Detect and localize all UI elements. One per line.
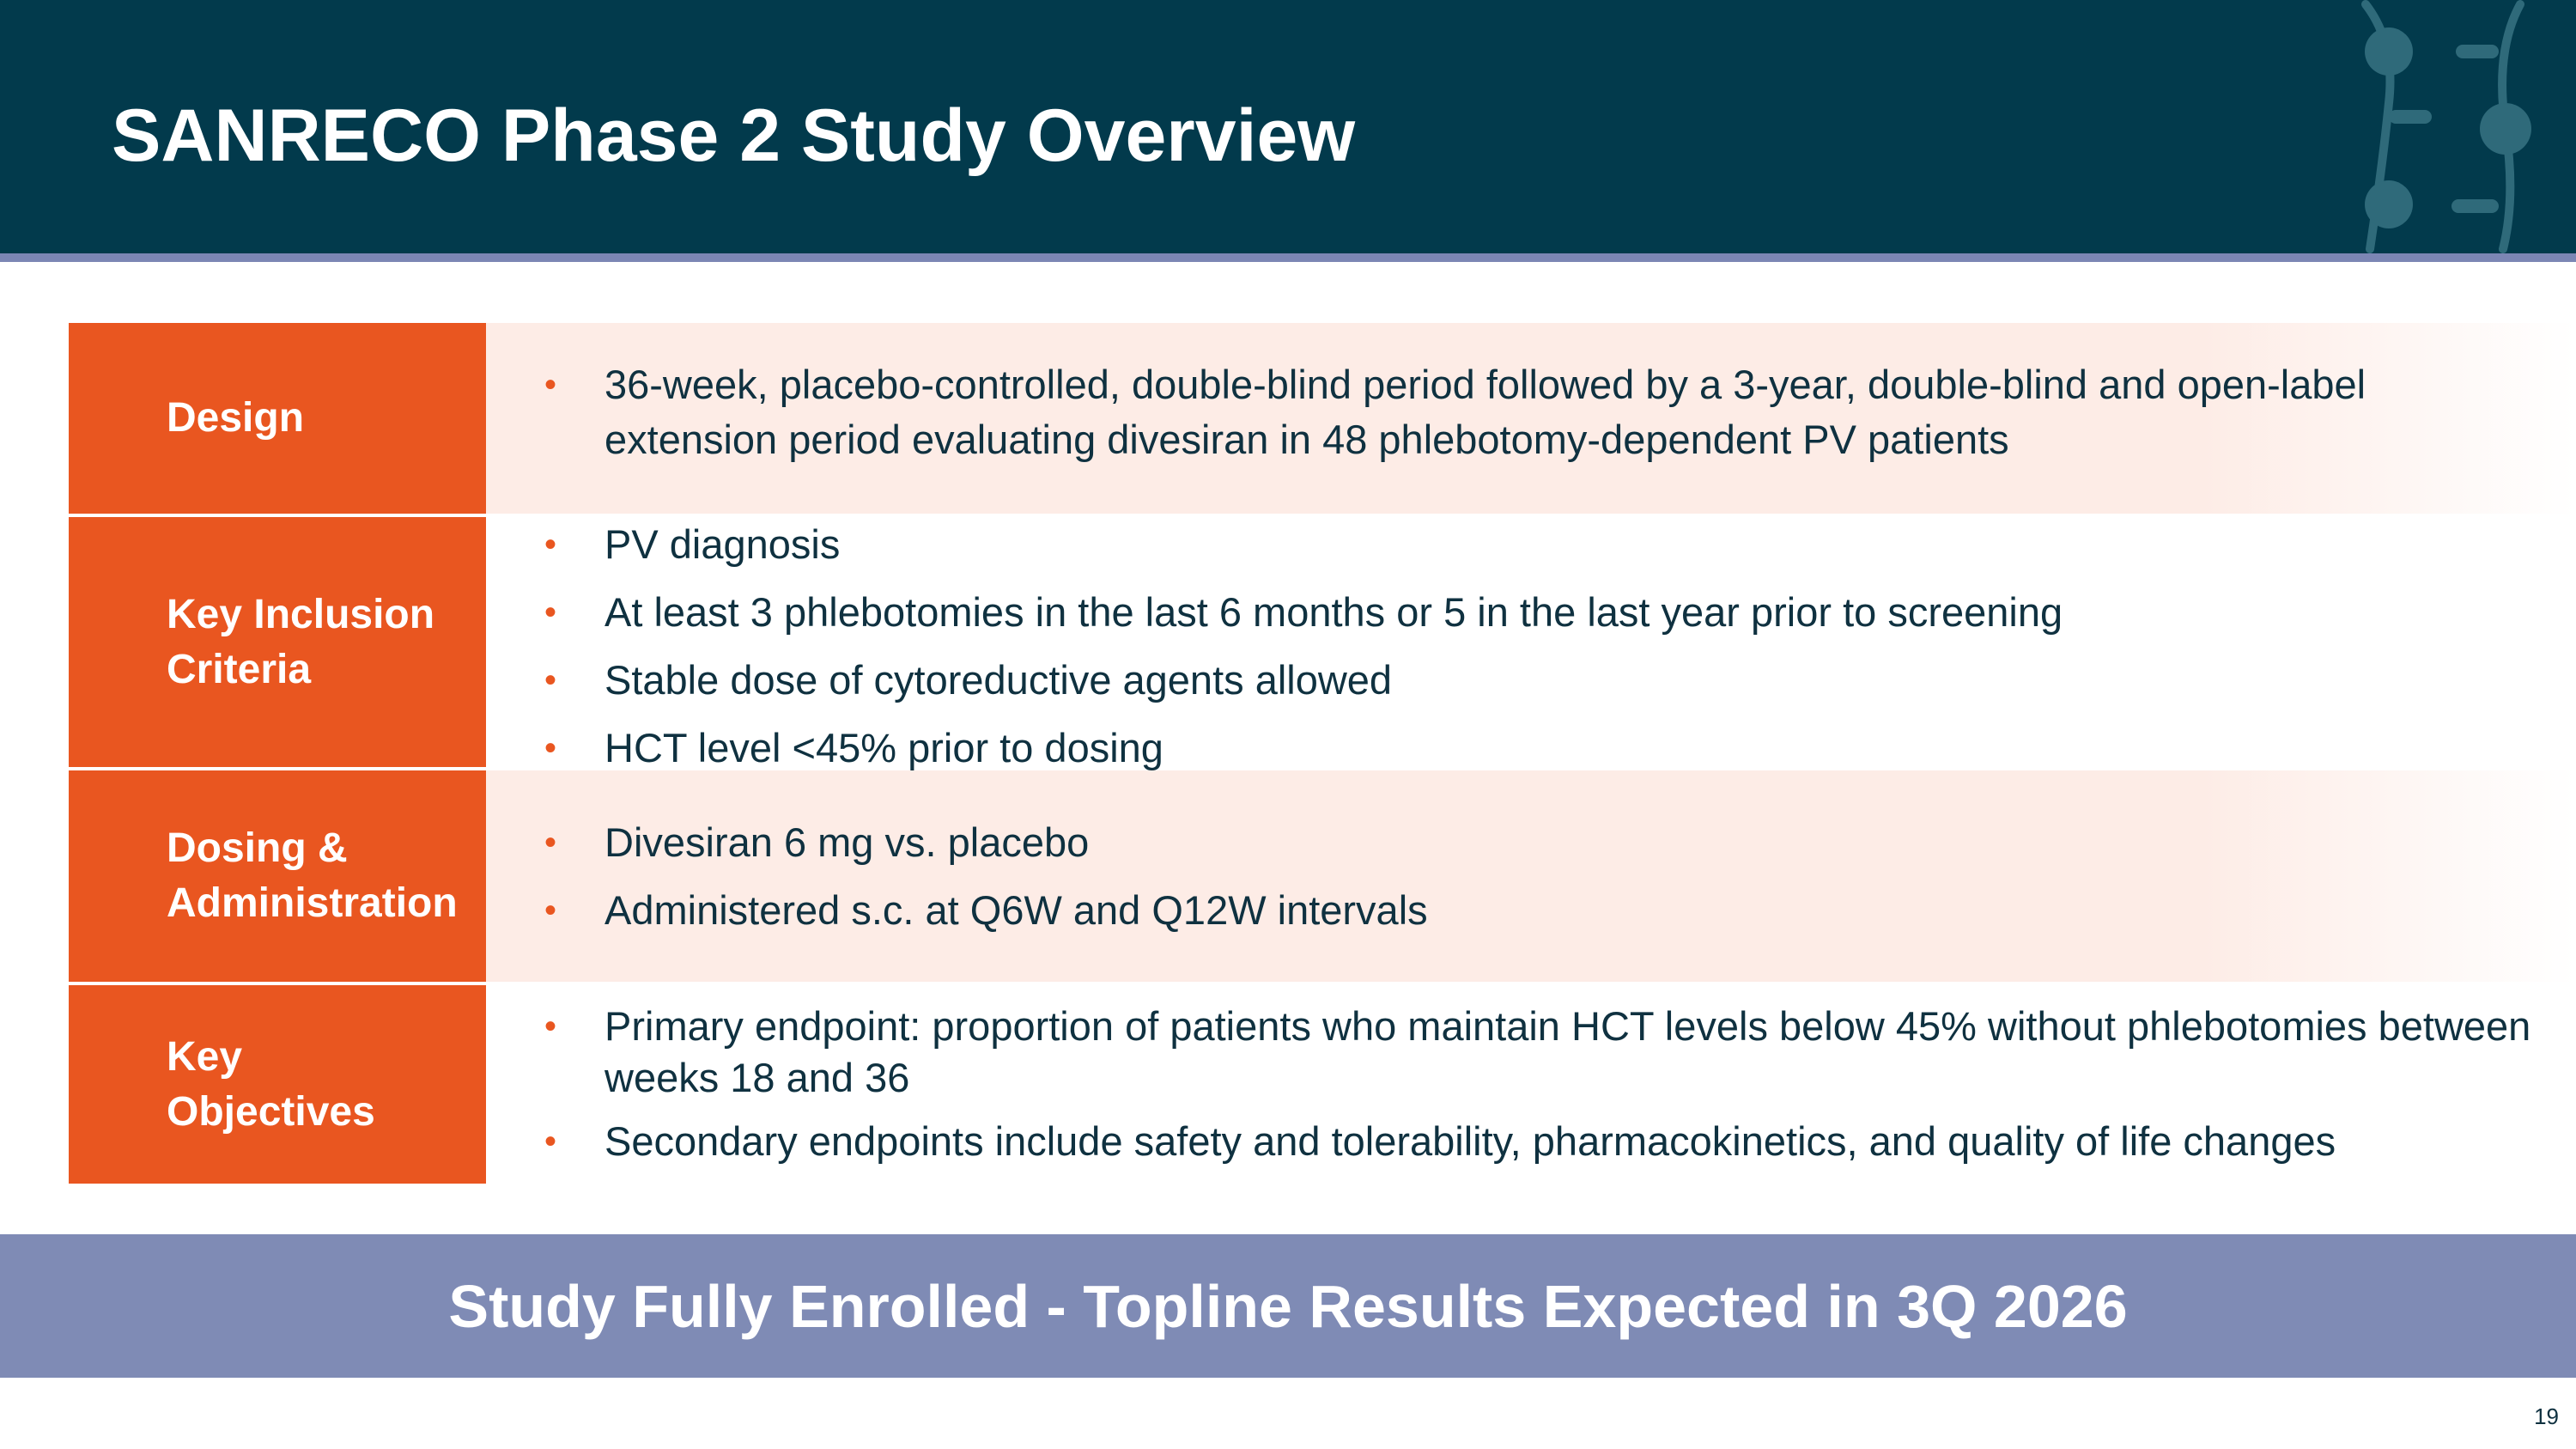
bullet-item: • Divesiran 6 mg vs. placebo: [486, 815, 2576, 870]
bullet-text: Secondary endpoints include safety and t…: [605, 1118, 2336, 1164]
bullet-text: HCT level <45% prior to dosing: [605, 725, 1163, 770]
bullet-item: • HCT level <45% prior to dosing: [486, 721, 2576, 776]
bullet-icon: •: [544, 1008, 557, 1045]
bullet-item: • Stable dose of cytoreductive agents al…: [486, 653, 2576, 708]
bullet-icon: •: [544, 661, 557, 699]
page-title: SANRECO Phase 2 Study Overview: [112, 94, 1356, 177]
bullet-text: Primary endpoint: proportion of patients…: [605, 1003, 2531, 1100]
bullet-icon: •: [544, 824, 557, 861]
row-label-inclusion: Key Inclusion Criteria: [69, 517, 486, 767]
inclusion-row-body: • PV diagnosis • At least 3 phlebotomies…: [486, 517, 2576, 770]
design-row: Design • 36-week, placebo-controlled, do…: [69, 323, 2576, 514]
page-number: 19: [2534, 1403, 2559, 1429]
row-label-text: Dosing & Administration: [167, 825, 458, 926]
bullet-text: At least 3 phlebotomies in the last 6 mo…: [605, 589, 2063, 635]
bullet-icon: •: [544, 1123, 557, 1160]
bullet-icon: •: [544, 594, 557, 631]
row-label-text: Design: [167, 395, 305, 441]
bullet-list: • Divesiran 6 mg vs. placebo • Administe…: [486, 815, 2576, 951]
bullet-text: 36-week, placebo-controlled, double-blin…: [605, 362, 2366, 462]
bullet-item: • PV diagnosis: [486, 517, 2576, 572]
header-divider: [0, 253, 2576, 262]
row-label-design: Design: [69, 323, 486, 514]
bullet-list: • Primary endpoint: proportion of patien…: [486, 1001, 2576, 1179]
bullet-item: • Primary endpoint: proportion of patien…: [486, 1001, 2576, 1104]
row-label-objectives: Key Objectives: [69, 985, 486, 1184]
bullet-item: • At least 3 phlebotomies in the last 6 …: [486, 585, 2576, 640]
inclusion-row: Key Inclusion Criteria • PV diagnosis • …: [69, 517, 2576, 770]
bullet-icon: •: [544, 366, 557, 404]
row-label-text: Key Inclusion Criteria: [167, 591, 435, 692]
bullet-text: Divesiran 6 mg vs. placebo: [605, 819, 1090, 865]
objectives-row: Key Objectives • Primary endpoint: propo…: [69, 985, 2576, 1184]
dosing-row: Dosing & Administration • Divesiran 6 mg…: [69, 770, 2576, 982]
molecule-logo-icon: [2361, 0, 2531, 253]
bullet-list: • 36-week, placebo-controlled, double-bl…: [486, 357, 2576, 467]
bullet-icon: •: [544, 892, 557, 929]
bullet-text: Stable dose of cytoreductive agents allo…: [605, 657, 1393, 703]
dosing-row-body: • Divesiran 6 mg vs. placebo • Administe…: [486, 770, 2576, 982]
banner-text: Study Fully Enrolled - Topline Results E…: [448, 1272, 2128, 1340]
enrollment-banner: Study Fully Enrolled - Topline Results E…: [0, 1234, 2576, 1378]
bullet-item: • Secondary endpoints include safety and…: [486, 1116, 2576, 1167]
bullet-item: • 36-week, placebo-controlled, double-bl…: [486, 357, 2576, 467]
header-bar: SANRECO Phase 2 Study Overview: [0, 0, 2576, 253]
bullet-icon: •: [544, 526, 557, 563]
bullet-list: • PV diagnosis • At least 3 phlebotomies…: [486, 517, 2576, 788]
bullet-text: Administered s.c. at Q6W and Q12W interv…: [605, 887, 1428, 933]
row-label-dosing: Dosing & Administration: [69, 770, 486, 982]
bullet-item: • Administered s.c. at Q6W and Q12W inte…: [486, 883, 2576, 938]
bullet-text: PV diagnosis: [605, 521, 841, 567]
design-row-body: • 36-week, placebo-controlled, double-bl…: [486, 323, 2576, 514]
row-label-text: Key Objectives: [167, 1033, 375, 1135]
bullet-icon: •: [544, 729, 557, 767]
objectives-row-body: • Primary endpoint: proportion of patien…: [486, 985, 2576, 1184]
